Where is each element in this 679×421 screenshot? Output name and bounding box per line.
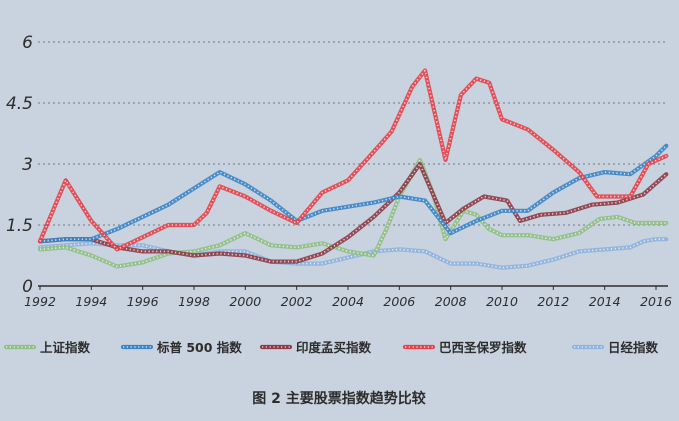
legend-item: 标普 500 指数	[120, 340, 242, 355]
series-1-group	[37, 143, 669, 244]
x-tick-label: 1996	[127, 294, 159, 309]
x-tick-label: 2004	[332, 294, 364, 309]
legend-label: 上证指数	[40, 340, 91, 355]
y-tick-label: 3	[22, 155, 33, 175]
y-tick-label: 4.5	[6, 94, 33, 114]
x-tick-label: 2002	[281, 294, 313, 309]
x-tick-label: 2010	[486, 294, 518, 309]
series-2-group	[37, 161, 669, 264]
series-3-group	[37, 68, 669, 252]
legend-item: 印度孟买指数	[259, 340, 372, 355]
legend-label: 巴西圣保罗指数	[439, 340, 527, 355]
x-tick-label: 1992	[24, 294, 56, 309]
series-lines	[37, 68, 669, 270]
chart-caption: 图 2 主要股票指数趋势比较	[252, 390, 426, 407]
series-1-bead-pattern	[39, 145, 667, 243]
legend-label: 印度孟买指数	[296, 340, 372, 355]
legend-item: 巴西圣保罗指数	[402, 340, 527, 355]
legend-label: 日经指数	[608, 340, 659, 355]
x-axis-ticks: 1992 1994 1996 1998 2000 2002 2004 2006 2008 2010…	[24, 286, 672, 309]
x-tick-label: 2006	[383, 294, 415, 309]
x-tick-label: 2012	[537, 294, 569, 309]
series-1-line	[37, 143, 669, 244]
legend: 上证指数 标普 500 指数 印度孟买指数 巴西圣保罗指数 日经指数	[3, 340, 659, 355]
legend-item: 上证指数	[3, 340, 91, 355]
x-tick-label: 1994	[75, 294, 107, 309]
x-tick-label: 2000	[229, 294, 261, 309]
legend-label: 标普 500 指数	[156, 340, 242, 355]
y-tick-label: 6	[22, 33, 33, 53]
x-tick-label: 2008	[435, 294, 467, 309]
y-tick-label: 0	[22, 277, 33, 297]
legend-item: 日经指数	[571, 340, 659, 355]
y-axis-ticks: 0 1.5 3 4.5 6	[6, 33, 33, 297]
x-tick-label: 2016	[640, 294, 672, 309]
x-tick-label: 1998	[178, 294, 210, 309]
y-tick-label: 1.5	[6, 216, 33, 236]
x-tick-label: 2014	[589, 294, 621, 309]
gridlines	[38, 41, 668, 287]
